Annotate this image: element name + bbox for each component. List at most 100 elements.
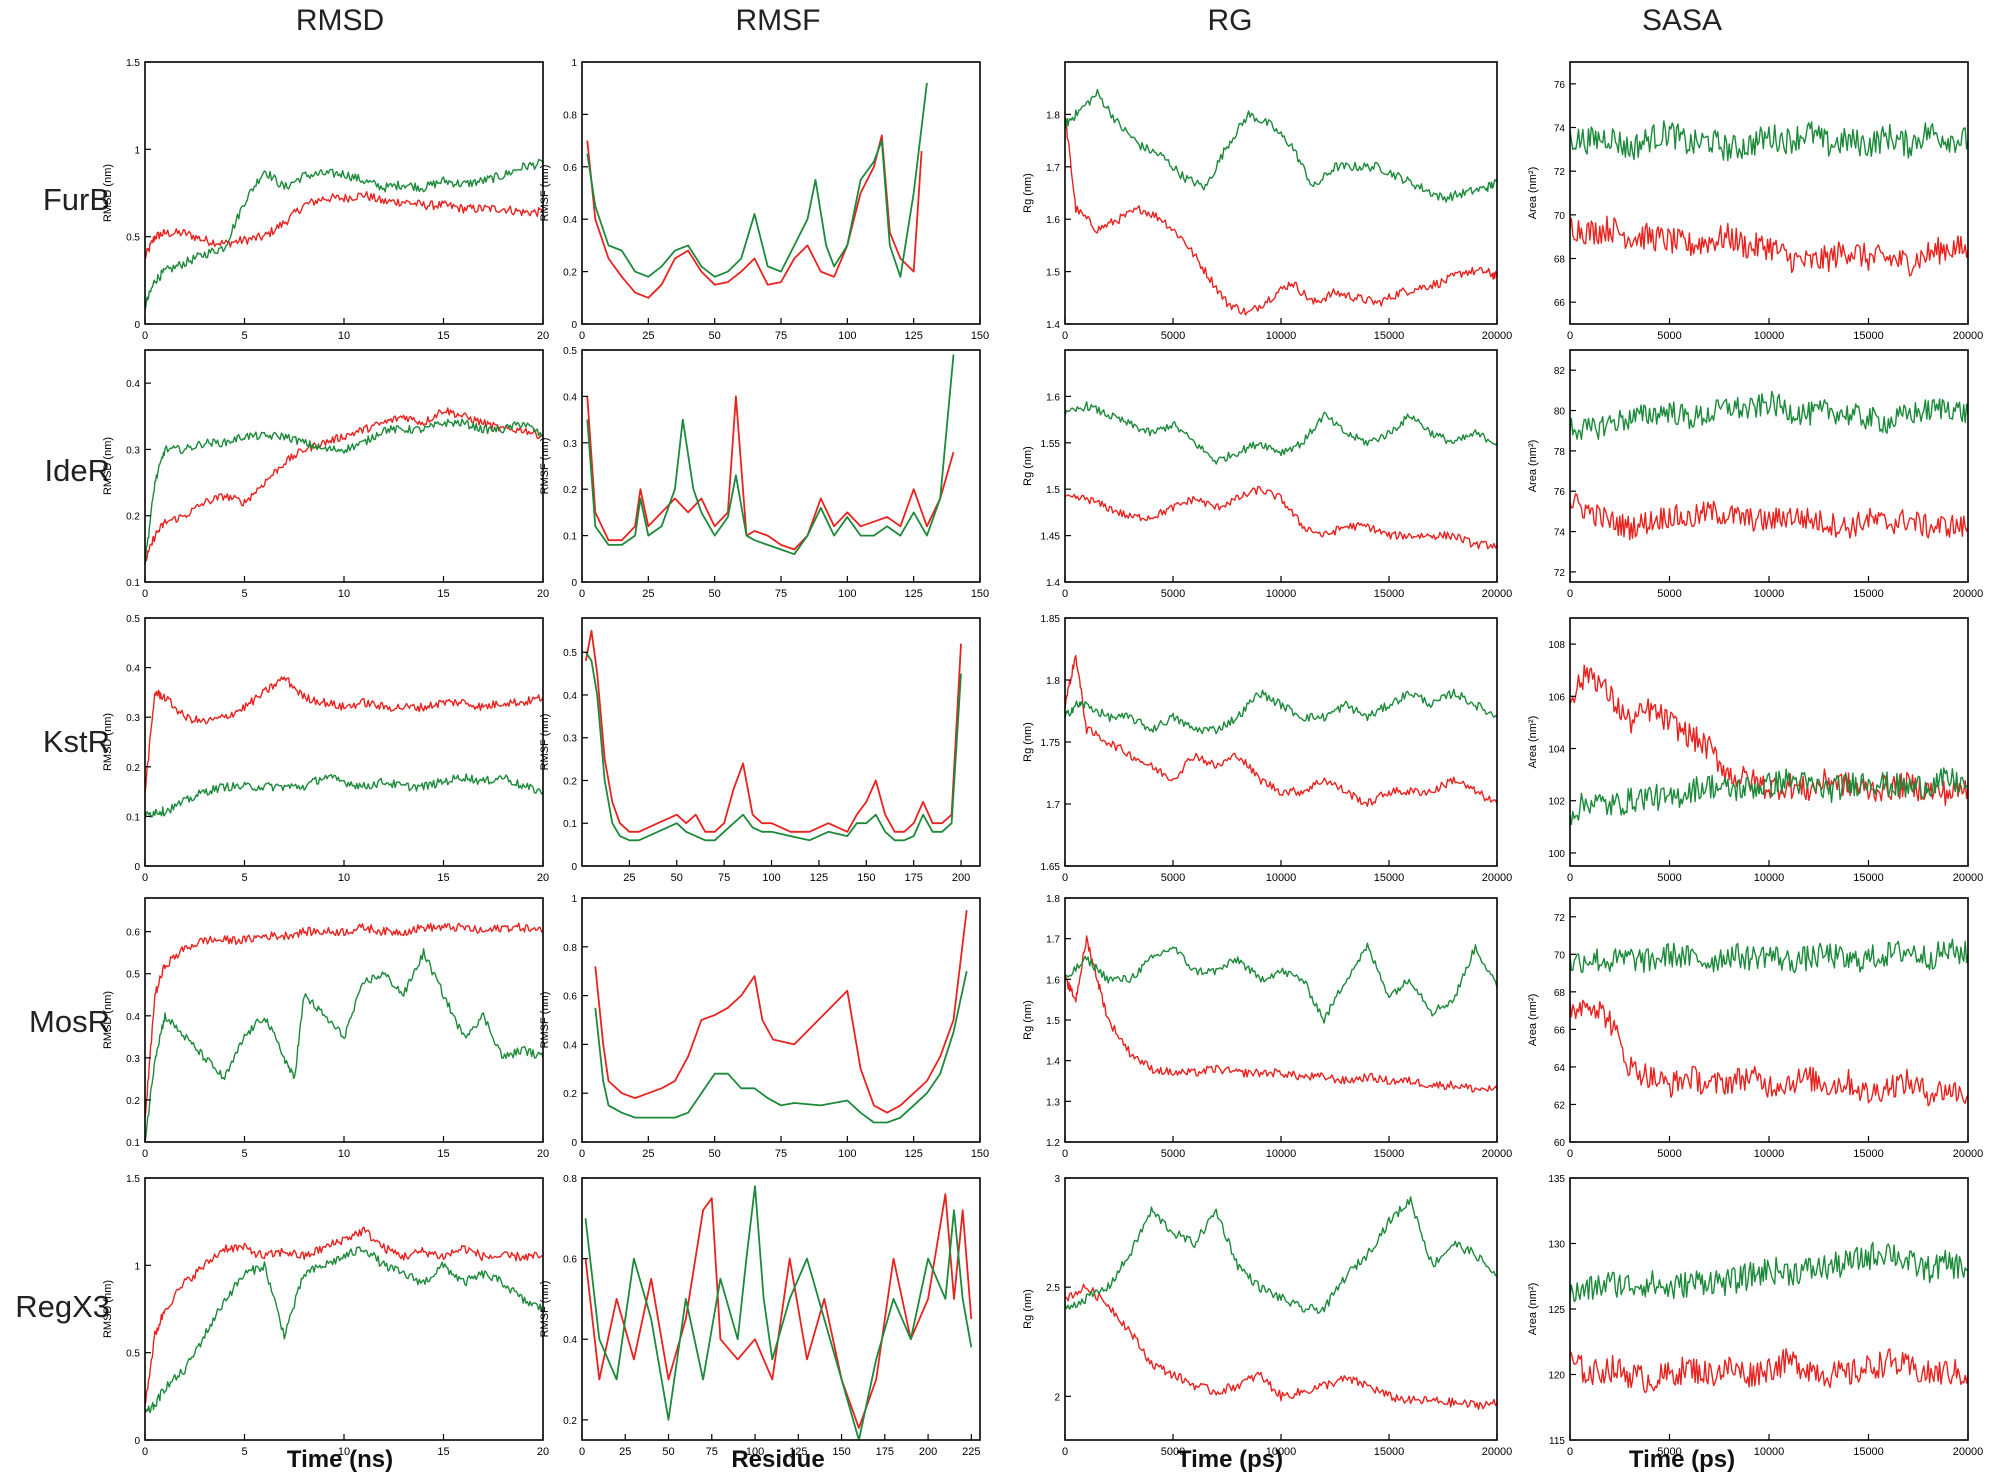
ytick-label-mosr-rmsf-1: 0.2 xyxy=(563,1089,577,1100)
plot-frame-regx3-sasa xyxy=(1569,1177,1969,1441)
ytick-label-regx3-rmsd-0: 0 xyxy=(134,1436,140,1447)
xtick-label-kstr-rg-4: 20000 xyxy=(1482,872,1513,884)
ytick-label-kstr-rmsd-1: 0.1 xyxy=(126,812,140,823)
ylabel-mosr-rg: Rg (nm) xyxy=(1022,1000,1034,1040)
xtick-label-mosr-rg-0: 0 xyxy=(1062,1148,1068,1160)
plot-frame-kstr-rmsd xyxy=(144,617,544,867)
xtick-label-mosr-rmsf-0: 0 xyxy=(579,1148,585,1160)
ytick-label-ider-sasa-4: 80 xyxy=(1554,407,1566,418)
ytick-label-mosr-rmsd-4: 0.5 xyxy=(126,970,140,981)
series-line-red-regx3-rmsd xyxy=(144,1226,544,1405)
series-line-red-mosr-rg xyxy=(1064,935,1498,1093)
series-line-green-ider-rmsf xyxy=(586,354,955,556)
row-title-ider: IdeR xyxy=(44,453,110,488)
plot-regx3-rmsf: 0 25 50 75 100 125 150 175 200 225 0.2 0.4 0.6 0.8 RMS… xyxy=(539,1174,981,1458)
column-title-sasa: SASA xyxy=(1641,4,1723,37)
ytick-label-mosr-rg-0: 1.2 xyxy=(1046,1138,1060,1149)
ylabel-regx3-rmsd: RMSD (nm) xyxy=(102,1280,114,1338)
xtick-label-regx3-rmsd-4: 20 xyxy=(537,1446,549,1458)
ytick-label-kstr-rg-1: 1.7 xyxy=(1046,800,1060,811)
plot-frame-ider-rmsd xyxy=(144,349,544,583)
ylabel-furb-rmsf: RMSF (nm) xyxy=(539,165,551,222)
series-line-red-kstr-sasa xyxy=(1569,664,1969,806)
ytick-label-ider-sasa-3: 78 xyxy=(1554,447,1566,458)
series-line-red-kstr-rmsf xyxy=(584,629,962,833)
xtick-label-ider-rg-1: 5000 xyxy=(1161,588,1185,600)
xtick-label-ider-rmsf-1: 25 xyxy=(642,588,654,600)
ytick-label-ider-rmsd-1: 0.2 xyxy=(126,512,140,523)
ytick-label-mosr-rmsd-1: 0.2 xyxy=(126,1096,140,1107)
plot-frame-regx3-rmsf xyxy=(581,1177,981,1441)
series-line-green-kstr-rg xyxy=(1064,688,1498,735)
ytick-label-furb-sasa-2: 70 xyxy=(1554,211,1566,222)
ytick-label-kstr-sasa-2: 104 xyxy=(1548,745,1565,756)
series-line-green-ider-rmsd xyxy=(144,418,543,565)
series-line-red-furb-rmsd xyxy=(144,191,544,259)
ytick-label-kstr-rg-2: 1.75 xyxy=(1041,738,1061,749)
column-title-rmsf: RMSF xyxy=(735,4,821,37)
ytick-label-furb-sasa-1: 68 xyxy=(1554,255,1566,266)
ytick-label-furb-rmsf-0: 0 xyxy=(571,320,577,331)
series-line-green-regx3-rmsd xyxy=(144,1246,544,1414)
ylabel-mosr-rmsd: RMSD (nm) xyxy=(102,991,114,1049)
ylabel-regx3-sasa: Area (nm²) xyxy=(1527,1283,1539,1336)
series-line-red-kstr-rmsd xyxy=(144,676,544,793)
ytick-label-furb-sasa-3: 72 xyxy=(1554,167,1566,178)
ytick-label-kstr-rmsf-2: 0.2 xyxy=(563,776,577,787)
xtick-label-furb-sasa-4: 20000 xyxy=(1953,330,1984,342)
xtick-label-furb-rmsd-1: 5 xyxy=(241,330,247,342)
xtick-label-mosr-rmsf-2: 50 xyxy=(709,1148,721,1160)
xtick-label-ider-rg-2: 10000 xyxy=(1266,588,1297,600)
ytick-label-mosr-rmsf-5: 1 xyxy=(571,894,577,905)
series-line-green-mosr-rmsd xyxy=(144,948,544,1143)
plot-mosr-sasa: 0 5000 10000 15000 20000 60 62 64 66 68 70 72 Area (… xyxy=(1527,897,1983,1160)
ytick-label-regx3-rg-1: 2.5 xyxy=(1046,1283,1060,1294)
ytick-label-mosr-sasa-5: 70 xyxy=(1554,950,1566,961)
xtick-label-regx3-sasa-3: 15000 xyxy=(1853,1446,1884,1458)
ytick-label-kstr-rmsd-2: 0.2 xyxy=(126,763,140,774)
xaxis-title-rg: Time (ps) xyxy=(1176,1446,1284,1473)
series-line-green-regx3-rg xyxy=(1064,1196,1498,1315)
xtick-label-regx3-rmsf-7: 175 xyxy=(876,1446,894,1458)
series-line-green-regx3-rmsf xyxy=(584,1185,973,1441)
xtick-label-mosr-rmsf-5: 125 xyxy=(904,1148,922,1160)
ytick-label-mosr-sasa-1: 62 xyxy=(1554,1100,1566,1111)
xtick-label-furb-rg-2: 10000 xyxy=(1266,330,1297,342)
ylabel-mosr-sasa: Area (nm²) xyxy=(1527,994,1539,1047)
xtick-label-kstr-rmsf-7: 200 xyxy=(952,872,970,884)
ytick-label-mosr-rmsd-0: 0.1 xyxy=(126,1138,140,1149)
xtick-label-kstr-rmsf-0: 25 xyxy=(623,872,635,884)
ylabel-furb-sasa: Area (nm²) xyxy=(1527,167,1539,220)
ytick-label-mosr-rg-2: 1.4 xyxy=(1046,1057,1060,1068)
ytick-label-regx3-sasa-3: 130 xyxy=(1548,1240,1565,1251)
xtick-label-ider-rmsd-1: 5 xyxy=(241,588,247,600)
xaxis-title-rmsf: Residue xyxy=(731,1446,825,1473)
plot-mosr-rmsf: 0 25 50 75 100 125 150 0 0.2 0.4 0.6 0.8 1 RMSF (nm) xyxy=(539,894,989,1160)
ytick-label-kstr-rmsf-3: 0.3 xyxy=(563,734,577,745)
ytick-label-furb-rg-0: 1.4 xyxy=(1046,320,1060,331)
xtick-label-kstr-rg-1: 5000 xyxy=(1161,872,1185,884)
xtick-label-furb-rmsf-6: 150 xyxy=(971,330,989,342)
xtick-label-furb-rmsf-1: 25 xyxy=(642,330,654,342)
ytick-label-regx3-rmsd-3: 1.5 xyxy=(126,1174,140,1185)
series-line-green-regx3-sasa xyxy=(1569,1241,1969,1303)
ytick-label-regx3-rg-2: 3 xyxy=(1054,1174,1060,1185)
xtick-label-furb-rg-1: 5000 xyxy=(1161,330,1185,342)
xtick-label-regx3-rmsf-9: 225 xyxy=(962,1446,980,1458)
ylabel-furb-rg: Rg (nm) xyxy=(1022,173,1034,213)
xtick-label-regx3-rg-4: 20000 xyxy=(1482,1446,1513,1458)
xtick-label-ider-rmsf-4: 100 xyxy=(838,588,856,600)
series-line-green-mosr-sasa xyxy=(1569,938,1969,974)
ytick-label-mosr-sasa-0: 60 xyxy=(1554,1138,1566,1149)
plot-frame-mosr-rg xyxy=(1064,897,1498,1143)
xtick-label-mosr-sasa-3: 15000 xyxy=(1853,1148,1884,1160)
plot-ider-rmsf: 0 25 50 75 100 125 150 0 0.1 0.2 0.3 0.4 0.5 RMSF (nm… xyxy=(539,346,989,600)
xtick-label-ider-rmsf-6: 150 xyxy=(971,588,989,600)
plot-frame-ider-rmsf xyxy=(581,349,981,583)
xtick-label-kstr-rg-3: 15000 xyxy=(1374,872,1405,884)
series-line-red-ider-rmsf xyxy=(586,395,955,551)
series-line-green-mosr-rmsf xyxy=(594,971,968,1124)
plot-regx3-rg: 0 5000 10000 15000 20000 2 2.5 3 Rg (nm) xyxy=(1022,1174,1512,1458)
xtick-label-furb-rmsf-3: 75 xyxy=(775,330,787,342)
